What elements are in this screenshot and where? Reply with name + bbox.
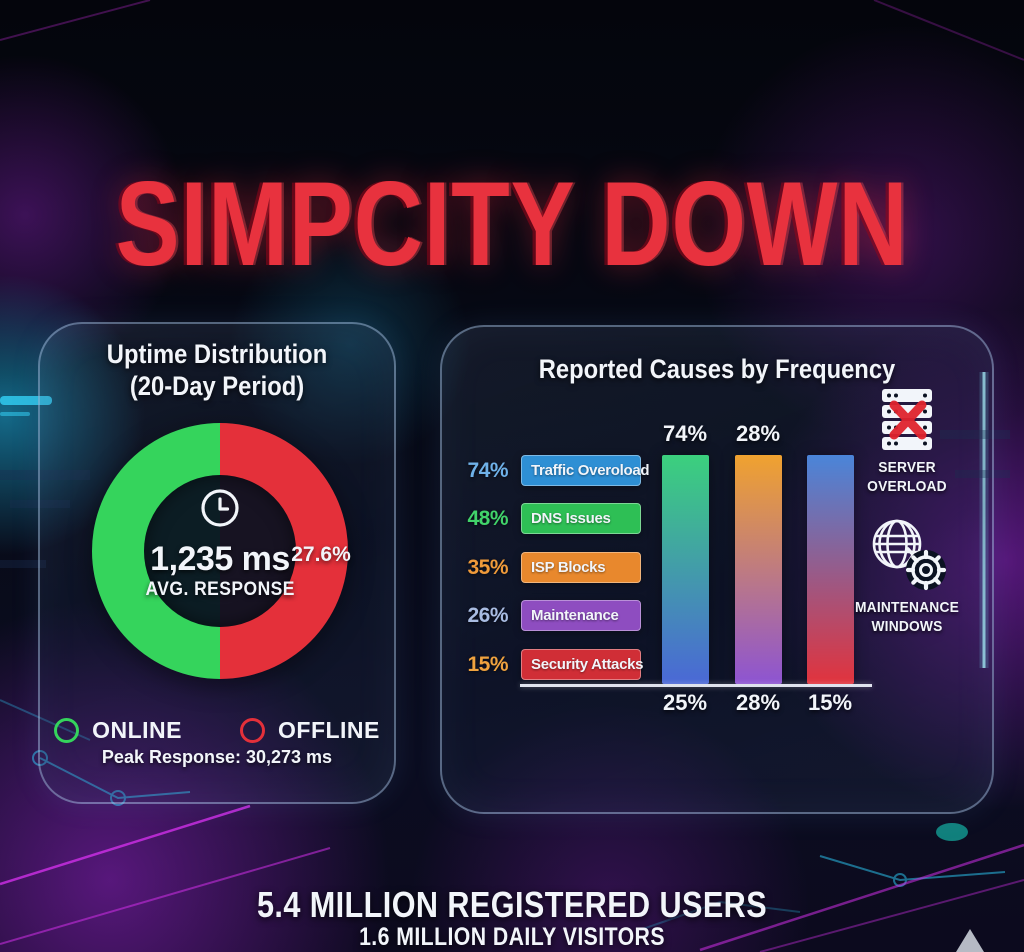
cause-chip: Traffic Overoload [521, 455, 650, 486]
maintenance-windows-caption: MAINTENANCE WINDOWS [847, 598, 967, 636]
maintenance-caption-line1: MAINTENANCE [855, 599, 959, 616]
cause-pct: 74% [467, 458, 508, 482]
cause-chip: Maintenance [521, 600, 641, 631]
bar-axis-line [520, 684, 872, 687]
uptime-donut-chart [92, 423, 348, 679]
causes-panel-title: Reported Causes by Frequency [538, 354, 896, 384]
peak-response-label: Peak Response: 30,273 ms [101, 747, 333, 767]
uptime-legend: ONLINE OFFLINE [40, 717, 394, 744]
cause-label: Traffic Overoload [531, 462, 650, 479]
cause-label: DNS Issues [531, 510, 611, 527]
frequency-bar-1 [662, 455, 709, 684]
cause-pct: 48% [467, 506, 508, 530]
server-caption-line2: OVERLOAD [867, 478, 947, 495]
main-title: SIMPCITY DOWN [115, 157, 909, 292]
maintenance-windows-icon [872, 519, 947, 591]
maintenance-windows-block: MAINTENANCE WINDOWS [842, 513, 972, 636]
offline-percentage-label: 27.6% [291, 543, 351, 566]
online-legend-swatch [54, 718, 80, 743]
watermark-logo [956, 929, 984, 952]
cause-pct: 35% [467, 555, 508, 579]
maintenance-caption-line2: WINDOWS [871, 618, 943, 635]
uptime-title-line1: Uptime Distribution [106, 339, 328, 369]
cause-label: Maintenance [531, 607, 619, 624]
server-overload-icon [882, 389, 932, 450]
frequency-bar-2 [735, 455, 782, 684]
online-legend-label: ONLINE [92, 717, 182, 743]
server-overload-block: SERVER OVERLOAD [842, 387, 972, 496]
uptime-panel: Uptime Distribution (20-Day Period) 1,23… [38, 322, 396, 804]
cause-pct: 26% [467, 603, 508, 627]
bar3-bottom-label: 15% [807, 690, 853, 715]
clock-icon [201, 488, 239, 527]
cause-pct: 15% [467, 652, 508, 676]
registered-users-stat: 5.4 MILLION REGISTERED USERS [256, 884, 768, 925]
uptime-title-line2: (20-Day Period) [129, 371, 305, 401]
bar2-top-label: 28% [735, 421, 781, 446]
cause-label: Security Attacks [531, 656, 644, 673]
uptime-panel-title: Uptime Distribution (20-Day Period) [61, 324, 373, 402]
cause-label: ISP Blocks [531, 559, 606, 576]
avg-response-label: AVG. RESPONSE [145, 578, 295, 600]
frequency-bar-3 [807, 455, 854, 684]
daily-visitors-stat: 1.6 MILLION DAILY VISITORS [359, 923, 665, 951]
bar2-bottom-label: 28% [735, 690, 781, 715]
avg-response-value: 1,235 ms [150, 539, 290, 578]
server-caption-line1: SERVER [878, 459, 936, 476]
cause-chip: ISP Blocks [521, 552, 641, 583]
cause-chip: DNS Issues [521, 503, 641, 534]
bar1-top-label: 74% [662, 421, 708, 446]
offline-legend-label: OFFLINE [278, 717, 380, 743]
causes-panel: Reported Causes by Frequency 74% Traffic… [440, 325, 994, 814]
legend-item-offline: OFFLINE [240, 717, 380, 744]
bar1-bottom-label: 25% [662, 690, 708, 715]
legend-item-online: ONLINE [54, 717, 182, 744]
donut-center-content: 1,235 ms AVG. RESPONSE [92, 423, 348, 679]
offline-legend-swatch [240, 718, 265, 743]
cause-chip: Security Attacks [521, 649, 644, 680]
server-overload-caption: SERVER OVERLOAD [847, 458, 967, 496]
